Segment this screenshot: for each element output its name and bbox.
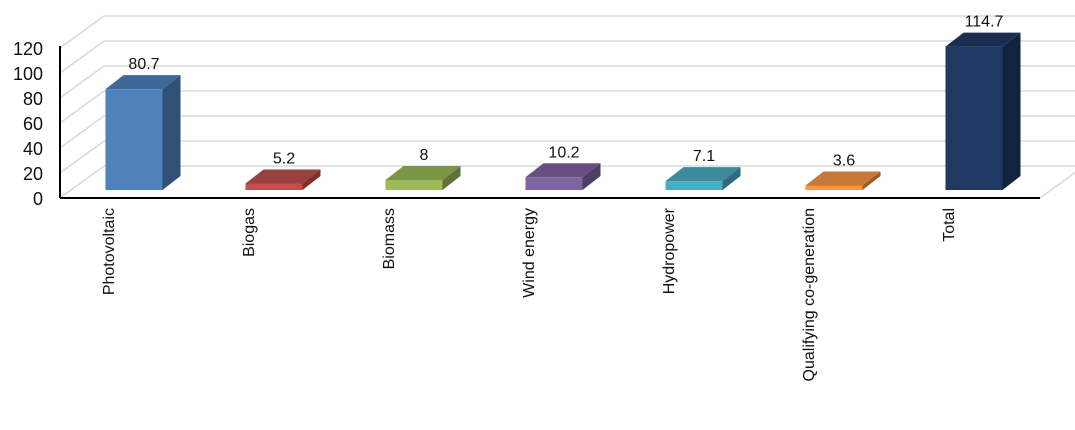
y-tick-label: 60 [23, 114, 43, 134]
bar-side-face [862, 171, 881, 190]
bar-top-face [945, 32, 1021, 47]
bar-top-face [105, 75, 181, 90]
bar-front-face [245, 183, 303, 190]
category-label: Wind energy [521, 208, 538, 298]
gridline [59, 65, 1075, 99]
bar-front-face [945, 46, 1003, 190]
category-label: Hydropower [661, 207, 678, 294]
value-label: 7.1 [693, 148, 715, 165]
y-tick-label: 120 [13, 39, 43, 59]
bar-top-face [245, 169, 321, 184]
value-label: 3.6 [833, 153, 855, 170]
bar-side-face [442, 166, 461, 190]
bar-top-face [805, 171, 881, 186]
axes [59, 46, 1040, 199]
value-label: 5.2 [273, 151, 295, 168]
gridline [59, 165, 105, 199]
gridline [59, 115, 1075, 149]
bar [805, 171, 881, 190]
floor-right-edge [1039, 171, 1075, 199]
y-tick-label: 80 [23, 89, 43, 109]
bar-front-face [525, 177, 583, 190]
bar [245, 169, 321, 190]
bar-front-face [105, 89, 163, 190]
bar-side-face [302, 169, 321, 190]
value-labels: 80.7 5.2 8 10.2 7.1 3.6 114.7 [128, 14, 1003, 170]
gridline [59, 140, 1075, 174]
bar-side-face [582, 163, 601, 190]
value-label: 80.7 [128, 56, 159, 73]
bar-front-face [805, 185, 863, 190]
bar-side-face [162, 75, 181, 190]
y-tick-label: 20 [23, 164, 43, 184]
y-tick-label: 0 [33, 189, 43, 209]
bar-top-face [525, 163, 601, 178]
category-label: Biogas [241, 208, 258, 257]
gridline [59, 90, 1075, 124]
bar [385, 166, 461, 190]
category-label: Qualifying co-generation [801, 208, 818, 381]
category-labels: Photovoltaic Biogas Biomass Wind energy Hydr… [101, 207, 958, 381]
category-label: Biomass [381, 208, 398, 269]
bar [525, 163, 601, 190]
value-label: 10.2 [548, 144, 579, 161]
bar [945, 32, 1021, 190]
value-label: 114.7 [965, 14, 1004, 31]
bar-side-face [1002, 32, 1021, 190]
gridline [59, 15, 1075, 49]
gridline [59, 40, 1075, 74]
bar-side-face [722, 167, 741, 190]
category-label: Photovoltaic [101, 208, 118, 295]
category-label: Total [941, 208, 958, 242]
value-label: 8 [420, 147, 429, 164]
bar-top-face [665, 167, 741, 182]
y-tick-label: 100 [13, 64, 43, 84]
bar [105, 75, 181, 190]
bar-top-face [385, 166, 461, 180]
y-axis-ticks: 0 20 40 60 80 100 120 [13, 39, 43, 209]
y-tick-label: 40 [23, 139, 43, 159]
bar-front-face [665, 181, 723, 190]
bar [665, 167, 741, 190]
bar-front-face [385, 180, 443, 190]
bars [105, 32, 1021, 190]
